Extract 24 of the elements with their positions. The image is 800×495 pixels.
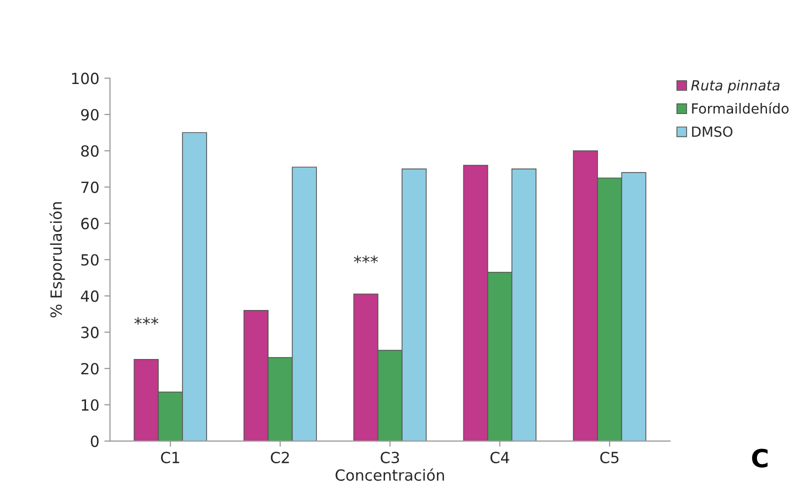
- x-tick-label: C4: [490, 452, 510, 464]
- y-tick-label: 80: [81, 145, 99, 157]
- y-tick-label: 50: [81, 254, 99, 266]
- x-tick-label: C1: [161, 452, 180, 464]
- y-tick-label: 100: [72, 72, 99, 84]
- annotation: ***: [134, 317, 158, 325]
- legend-label: Ruta pinnata: [691, 80, 780, 94]
- y-tick-label: 0: [90, 436, 99, 448]
- legend-label: Formaildehído: [692, 102, 789, 114]
- y-axis-title: % Esporulación: [49, 202, 65, 318]
- y-tick-label: 20: [81, 362, 99, 374]
- y-tick-label: 70: [81, 182, 99, 194]
- y-tick-label: 90: [81, 108, 99, 121]
- y-tick-label: 40: [80, 290, 99, 302]
- x-axis-title: Concentración: [336, 468, 444, 481]
- y-tick-label: 30: [81, 326, 99, 338]
- legend-label: DMSO: [692, 126, 732, 137]
- annotation: ***: [354, 255, 378, 264]
- x-tick-label: C2: [270, 452, 289, 464]
- y-tick-label: 60: [81, 218, 99, 230]
- x-tick-label: C3: [380, 452, 399, 464]
- y-tick-label: 10: [82, 399, 99, 411]
- text: C: [752, 448, 768, 468]
- x-tick-label: C5: [600, 452, 618, 464]
